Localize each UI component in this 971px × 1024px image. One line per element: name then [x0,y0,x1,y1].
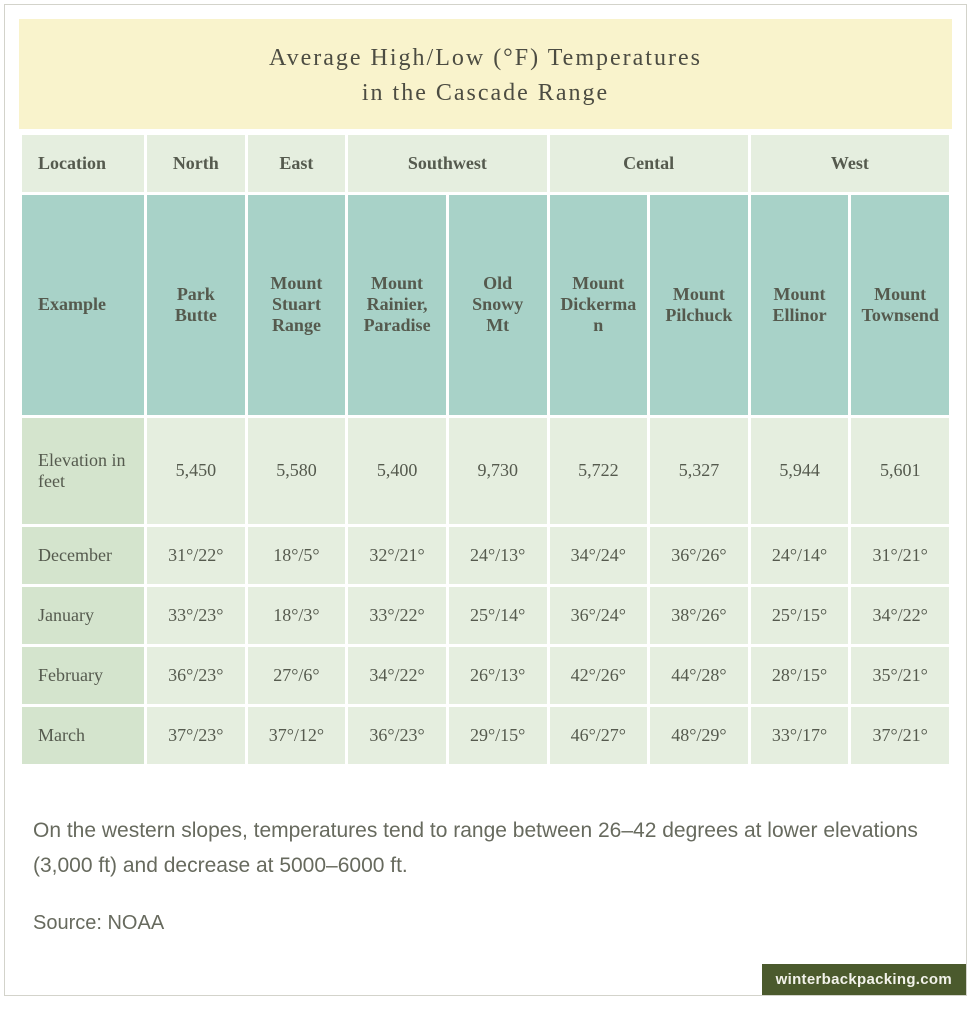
table-row: January33°/23°18°/3°33°/22°25°/14°36°/24… [22,587,949,644]
data-cell: 31°/21° [851,527,949,584]
data-cell: 36°/23° [348,707,446,764]
brand-badge: winterbackpacking.com [762,964,966,995]
row-label: December [22,527,144,584]
location-north: North [147,135,245,192]
data-cell: 46°/27° [550,707,648,764]
data-cell: 5,400 [348,418,446,524]
location-label: Location [22,135,144,192]
data-cell: 33°/23° [147,587,245,644]
location-southwest: Southwest [348,135,546,192]
data-cell: 36°/23° [147,647,245,704]
data-cell: 31°/22° [147,527,245,584]
temperature-table: Location North East Southwest Cental Wes… [19,132,952,767]
data-cell: 42°/26° [550,647,648,704]
data-cell: 27°/6° [248,647,346,704]
example-label: Example [22,195,144,415]
data-cell: 24°/13° [449,527,547,584]
footnote-text: On the western slopes, temperatures tend… [33,813,938,884]
data-cell: 36°/26° [650,527,748,584]
example-cell: Old Snowy Mt [449,195,547,415]
example-cell: Mount Ellinor [751,195,849,415]
row-label: March [22,707,144,764]
data-cell: 34°/22° [348,647,446,704]
example-cell: Mount Stuart Range [248,195,346,415]
data-cell: 5,722 [550,418,648,524]
data-cell: 37°/23° [147,707,245,764]
row-label: Elevation in feet [22,418,144,524]
data-cell: 5,601 [851,418,949,524]
title-band: Average High/Low (°F) Temperatures in th… [19,19,952,129]
data-cell: 34°/22° [851,587,949,644]
data-cell: 25°/15° [751,587,849,644]
row-label: February [22,647,144,704]
data-cell: 5,580 [248,418,346,524]
title-line-2: in the Cascade Range [29,76,942,111]
example-cell: Mount Pilchuck [650,195,748,415]
table-row: March37°/23°37°/12°36°/23°29°/15°46°/27°… [22,707,949,764]
data-cell: 18°/3° [248,587,346,644]
data-cell: 5,327 [650,418,748,524]
data-cell: 5,944 [751,418,849,524]
example-cell: Mount Rainier, Paradise [348,195,446,415]
table-row: Elevation in feet5,4505,5805,4009,7305,7… [22,418,949,524]
data-cell: 18°/5° [248,527,346,584]
table-row: February36°/23°27°/6°34°/22°26°/13°42°/2… [22,647,949,704]
title-line-1: Average High/Low (°F) Temperatures [29,41,942,76]
data-cell: 48°/29° [650,707,748,764]
data-cell: 26°/13° [449,647,547,704]
table-row: December31°/22°18°/5°32°/21°24°/13°34°/2… [22,527,949,584]
data-cell: 29°/15° [449,707,547,764]
data-cell: 33°/22° [348,587,446,644]
data-cell: 37°/21° [851,707,949,764]
data-cell: 36°/24° [550,587,648,644]
info-card: Average High/Low (°F) Temperatures in th… [4,4,967,996]
source-text: Source: NOAA [33,912,938,935]
example-header-row: Example Park Butte Mount Stuart Range Mo… [22,195,949,415]
data-cell: 35°/21° [851,647,949,704]
example-cell: Mount Townsend [851,195,949,415]
data-cell: 33°/17° [751,707,849,764]
location-header-row: Location North East Southwest Cental Wes… [22,135,949,192]
example-cell: Park Butte [147,195,245,415]
location-east: East [248,135,346,192]
location-central: Cental [550,135,748,192]
data-cell: 5,450 [147,418,245,524]
data-cell: 24°/14° [751,527,849,584]
data-cell: 25°/14° [449,587,547,644]
data-cell: 44°/28° [650,647,748,704]
data-cell: 34°/24° [550,527,648,584]
data-cell: 32°/21° [348,527,446,584]
location-west: West [751,135,949,192]
data-cell: 28°/15° [751,647,849,704]
row-label: January [22,587,144,644]
example-cell: Mount Dickerman [550,195,648,415]
data-cell: 38°/26° [650,587,748,644]
data-cell: 37°/12° [248,707,346,764]
data-cell: 9,730 [449,418,547,524]
